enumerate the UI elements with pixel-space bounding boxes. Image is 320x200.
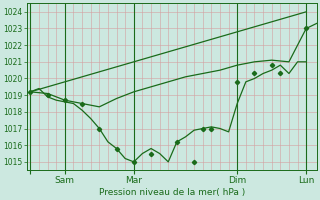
X-axis label: Pression niveau de la mer( hPa ): Pression niveau de la mer( hPa ) [99, 188, 245, 197]
